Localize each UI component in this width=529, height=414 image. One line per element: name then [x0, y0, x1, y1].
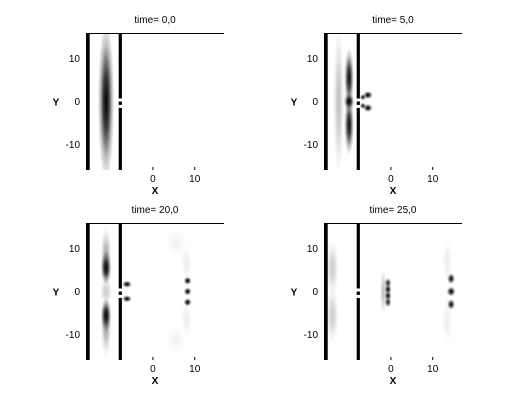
wave-packet: [180, 244, 192, 283]
x-tick-label: 10: [189, 174, 201, 185]
wave-packet: [359, 93, 367, 101]
wave-packet: [164, 228, 187, 257]
wave-packet: [325, 286, 339, 344]
wave-packet: [99, 277, 113, 306]
wave-packet: [100, 299, 112, 357]
barrier-wall: [356, 33, 360, 99]
barrier-wall: [356, 291, 360, 295]
x-axis-label: X: [152, 186, 159, 197]
barrier-wall: [118, 291, 122, 295]
barrier-wall: [356, 223, 360, 289]
wave-packet: [343, 93, 355, 110]
barrier-wall: [118, 223, 122, 289]
barrier-wall: [118, 33, 122, 99]
barrier-wall: [118, 297, 122, 360]
plot-area: [324, 223, 462, 360]
y-tick-label: 0: [74, 97, 80, 108]
panel-4: time= 25,0 0 10 10 0 -10 X Y: [291, 205, 462, 387]
wave-packet: [344, 47, 355, 109]
intensity-field: [99, 226, 192, 357]
panel-3: time= 20,0 0 10 10 0 -10 X Y: [53, 205, 224, 387]
x-tick-label: 10: [427, 174, 439, 185]
wave-packet: [446, 286, 456, 297]
wave-packet: [333, 33, 345, 170]
x-axis-label: X: [390, 186, 397, 197]
y-tick-label: 0: [312, 287, 318, 298]
x-tick-label: 0: [150, 364, 156, 375]
panel-1: time= 0,0 0 10 10 0 -10 X Y: [53, 15, 224, 197]
panel-2: time= 5,0 0 10 10 0 -10 X Y: [291, 15, 462, 197]
y-tick-label: 10: [307, 54, 319, 65]
y-axis-label: Y: [53, 288, 60, 299]
intensity-field: [97, 33, 115, 170]
wave-packet: [344, 94, 355, 156]
x-tick-label: 0: [388, 174, 394, 185]
wave-packet: [441, 297, 453, 346]
y-tick-label: -10: [66, 330, 81, 341]
intensity-field: [325, 237, 456, 346]
y-tick-label: -10: [304, 330, 319, 341]
panel-title: time= 0,0: [134, 15, 176, 26]
wave-packet: [379, 267, 388, 316]
wave-packet: [359, 102, 367, 110]
x-tick-label: 10: [427, 364, 439, 375]
wave-packet: [441, 237, 453, 286]
barrier-wall: [118, 107, 122, 170]
x-tick-label: 0: [150, 174, 156, 185]
wave-packet: [97, 33, 115, 170]
x-axis-label: X: [152, 376, 159, 387]
wave-packet: [183, 287, 192, 296]
barrier-wall: [356, 101, 360, 105]
panel-title: time= 25,0: [370, 205, 417, 216]
barrier-wall: [118, 101, 122, 105]
barrier-wall: [356, 297, 360, 360]
intensity-field: [333, 33, 373, 170]
y-axis-label: Y: [291, 288, 298, 299]
y-tick-label: -10: [66, 140, 81, 151]
panel-title: time= 20,0: [132, 205, 179, 216]
y-axis-label: Y: [291, 98, 298, 109]
y-tick-label: 0: [74, 287, 80, 298]
wave-packet: [325, 239, 339, 297]
y-tick-label: 10: [307, 244, 319, 255]
barrier-wall: [356, 107, 360, 170]
wave-packet: [121, 295, 133, 303]
y-tick-label: 0: [312, 97, 318, 108]
x-tick-label: 0: [388, 364, 394, 375]
y-tick-label: -10: [304, 140, 319, 151]
panel-title: time= 5,0: [372, 15, 414, 26]
wave-packet: [121, 280, 133, 288]
wave-packet: [164, 326, 187, 355]
wave-packet: [100, 226, 112, 284]
wave-packet: [180, 300, 192, 339]
x-axis-label: X: [390, 376, 397, 387]
y-tick-label: 10: [69, 244, 81, 255]
y-tick-label: 10: [69, 54, 81, 65]
y-axis-label: Y: [53, 98, 60, 109]
x-tick-label: 10: [189, 364, 201, 375]
